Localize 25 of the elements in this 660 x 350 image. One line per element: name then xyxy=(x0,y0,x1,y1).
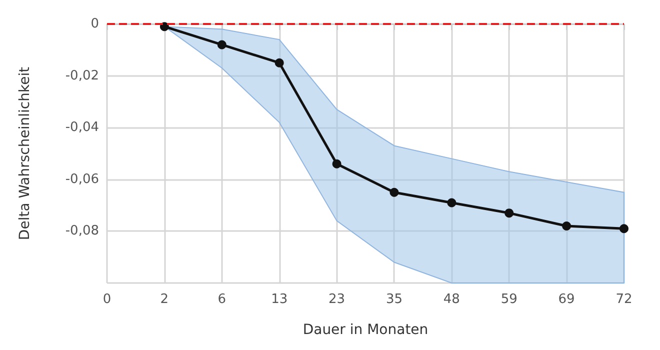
point xyxy=(620,224,628,234)
y-tick-label: -0,08 xyxy=(65,224,99,239)
x-tick-label: 59 xyxy=(500,292,518,307)
x-tick-label: 6 xyxy=(218,292,226,307)
point xyxy=(390,188,399,197)
point xyxy=(217,40,226,50)
x-tick-label: 35 xyxy=(386,292,402,307)
point xyxy=(562,222,572,231)
x-tick-label: 69 xyxy=(558,292,575,307)
point xyxy=(274,58,284,68)
x-tick-label: 48 xyxy=(443,292,460,307)
x-tick-label: 0 xyxy=(102,292,112,307)
y-tick-label: -0,04 xyxy=(65,120,99,136)
point xyxy=(332,159,342,168)
x-tick-label: 2 xyxy=(160,292,169,307)
x-tick-label: 72 xyxy=(616,292,632,307)
y-tick-label: -0,06 xyxy=(65,172,99,187)
y-tick-label: -0,02 xyxy=(65,68,99,84)
point xyxy=(447,198,456,208)
x-tick-label: 13 xyxy=(271,292,288,307)
y-axis-title: Delta Wahrscheinlichkeit xyxy=(17,66,33,240)
x-tick-label: 23 xyxy=(328,292,346,307)
x-axis-title: Dauer in Monaten xyxy=(302,322,428,338)
point xyxy=(504,208,514,218)
y-tick-label: 0 xyxy=(90,16,99,32)
